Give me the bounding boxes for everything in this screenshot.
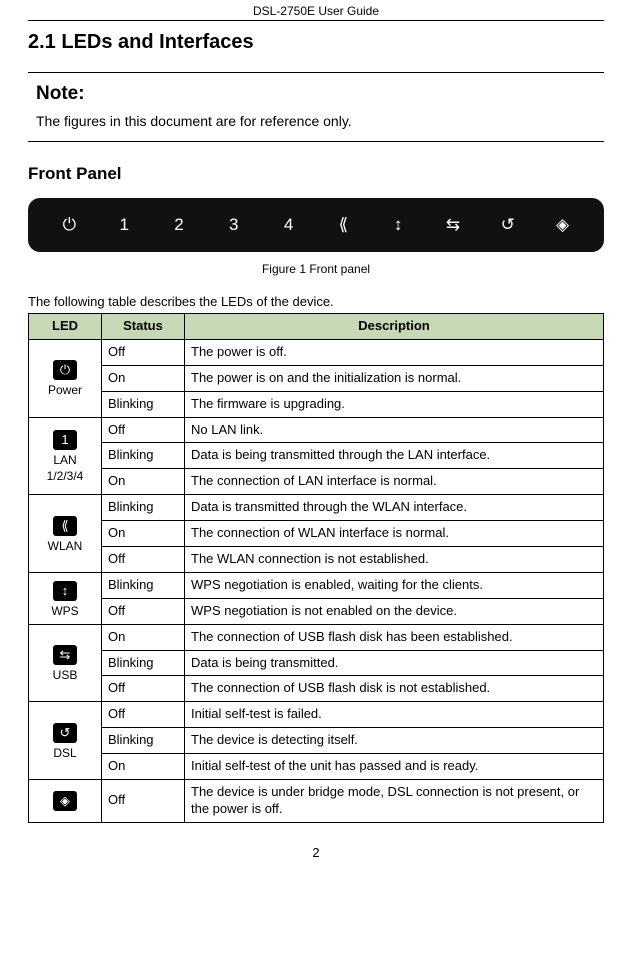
- note-box: Note: The figures in this document are f…: [28, 72, 604, 142]
- description-cell: The firmware is upgrading.: [185, 391, 604, 417]
- led-table: LED Status Description ⏻PowerOffThe powe…: [28, 313, 604, 823]
- panel-icon-dsl: ↺: [497, 215, 519, 235]
- led-icon: ↺: [53, 723, 77, 743]
- description-cell: Data is transmitted through the WLAN int…: [185, 495, 604, 521]
- panel-icon-lan4: 4: [278, 215, 300, 235]
- status-cell: Off: [102, 417, 185, 443]
- led-label: LAN 1/2/3/4: [35, 453, 95, 484]
- led-cell: ◈: [29, 780, 102, 823]
- description-cell: Initial self-test is failed.: [185, 702, 604, 728]
- description-cell: Data is being transmitted through the LA…: [185, 443, 604, 469]
- led-cell: ⏻ Power: [29, 339, 102, 417]
- section-heading: 2.1 LEDs and Interfaces: [28, 31, 604, 54]
- panel-icon-lan2: 2: [168, 215, 190, 235]
- status-cell: On: [102, 754, 185, 780]
- figure-caption: Figure 1 Front panel: [28, 262, 604, 276]
- led-cell: ⟪ WLAN: [29, 495, 102, 573]
- description-cell: WPS negotiation is enabled, waiting for …: [185, 572, 604, 598]
- status-cell: Off: [102, 676, 185, 702]
- col-led: LED: [29, 314, 102, 340]
- status-cell: On: [102, 521, 185, 547]
- led-label: USB: [35, 668, 95, 684]
- description-cell: The connection of LAN interface is norma…: [185, 469, 604, 495]
- description-cell: Initial self-test of the unit has passed…: [185, 754, 604, 780]
- status-cell: Blinking: [102, 728, 185, 754]
- led-label: WLAN: [35, 539, 95, 555]
- status-cell: Blinking: [102, 443, 185, 469]
- panel-icon-lan1: 1: [113, 215, 135, 235]
- doc-header: DSL-2750E User Guide: [28, 0, 604, 21]
- led-cell: ⇆ USB: [29, 624, 102, 702]
- description-cell: The device is detecting itself.: [185, 728, 604, 754]
- description-cell: The connection of USB flash disk is not …: [185, 676, 604, 702]
- panel-icon-power: ⏻: [58, 215, 80, 235]
- led-icon: 1: [53, 430, 77, 450]
- description-cell: Data is being transmitted.: [185, 650, 604, 676]
- status-cell: On: [102, 365, 185, 391]
- status-cell: Off: [102, 598, 185, 624]
- led-cell: ↕ WPS: [29, 572, 102, 624]
- front-panel-heading: Front Panel: [28, 164, 604, 184]
- status-cell: Blinking: [102, 650, 185, 676]
- description-cell: No LAN link.: [185, 417, 604, 443]
- description-cell: The power is on and the initialization i…: [185, 365, 604, 391]
- description-cell: WPS negotiation is not enabled on the de…: [185, 598, 604, 624]
- col-status: Status: [102, 314, 185, 340]
- status-cell: On: [102, 469, 185, 495]
- description-cell: The connection of WLAN interface is norm…: [185, 521, 604, 547]
- note-title: Note:: [36, 83, 604, 105]
- panel-icon-usb: ⇆: [442, 215, 464, 235]
- panel-icon-wlan: ⟪: [332, 215, 354, 235]
- description-cell: The WLAN connection is not established.: [185, 547, 604, 573]
- status-cell: Off: [102, 339, 185, 365]
- description-cell: The device is under bridge mode, DSL con…: [185, 780, 604, 823]
- table-intro: The following table describes the LEDs o…: [28, 294, 604, 309]
- status-cell: Off: [102, 547, 185, 573]
- page-number: 2: [28, 845, 604, 860]
- panel-icon-lan3: 3: [223, 215, 245, 235]
- description-cell: The power is off.: [185, 339, 604, 365]
- front-panel-image: ⏻ 1 2 3 4 ⟪ ↕ ⇆ ↺ ◈: [28, 198, 604, 252]
- led-icon: ↕: [53, 581, 77, 601]
- led-label: WPS: [35, 604, 95, 620]
- led-icon: ◈: [53, 791, 77, 811]
- led-label: DSL: [35, 746, 95, 762]
- status-cell: Blinking: [102, 391, 185, 417]
- status-cell: Off: [102, 780, 185, 823]
- panel-icon-wps: ↕: [387, 215, 409, 235]
- status-cell: Blinking: [102, 495, 185, 521]
- note-text: The figures in this document are for ref…: [36, 113, 604, 129]
- status-cell: Blinking: [102, 572, 185, 598]
- description-cell: The connection of USB flash disk has bee…: [185, 624, 604, 650]
- led-cell: ↺ DSL: [29, 702, 102, 780]
- led-label: Power: [35, 383, 95, 399]
- col-description: Description: [185, 314, 604, 340]
- status-cell: Off: [102, 702, 185, 728]
- led-cell: 1 LAN 1/2/3/4: [29, 417, 102, 495]
- led-icon: ⇆: [53, 645, 77, 665]
- led-icon: ⏻: [53, 360, 77, 380]
- led-icon: ⟪: [53, 516, 77, 536]
- panel-icon-internet: ◈: [552, 215, 574, 235]
- status-cell: On: [102, 624, 185, 650]
